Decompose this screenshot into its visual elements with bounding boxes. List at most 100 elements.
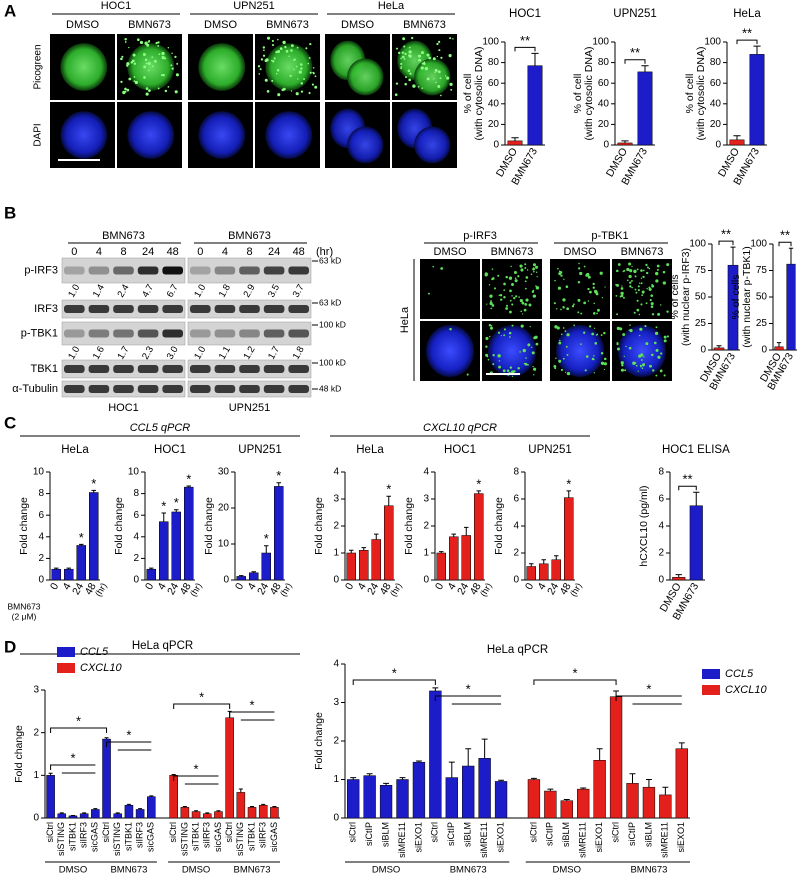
foci [628, 262, 632, 266]
foci [634, 288, 637, 291]
foci [145, 62, 148, 65]
x-tick-label: siTBK1 [67, 822, 77, 851]
foci [560, 308, 562, 311]
x-tick-label: 0 [233, 581, 246, 592]
panel-label: C [4, 413, 16, 432]
nucleus [618, 325, 666, 377]
foci [439, 77, 442, 80]
y-tick-label: 0 [423, 575, 429, 586]
x-unit: (hr) [188, 581, 204, 598]
foci [615, 283, 618, 286]
foci [262, 54, 266, 57]
foci [535, 265, 539, 269]
foci [616, 326, 621, 331]
error-bar [788, 247, 794, 265]
foci [601, 296, 604, 299]
y-tick-label: 100 [689, 239, 706, 250]
x-tick-label: siCtrl [101, 822, 111, 843]
significance: ** [682, 472, 692, 487]
foci [157, 44, 160, 47]
band [239, 365, 260, 373]
protein-label: p-TBK1 [21, 327, 58, 339]
foci [603, 368, 606, 371]
x-tick-label: 24 [545, 581, 561, 597]
y-tick-label: 0 [223, 575, 229, 586]
x-tick-label: 4 [245, 581, 258, 592]
bar [236, 576, 246, 581]
error-bar [186, 485, 191, 488]
error-bar [554, 555, 559, 560]
legend-label: CCL5 [725, 668, 754, 680]
foci [167, 47, 170, 49]
error-bar [216, 810, 221, 812]
foci [151, 56, 154, 59]
foci [628, 274, 632, 279]
foci [600, 361, 605, 365]
treatment-label: BMN673 [128, 19, 171, 31]
foci [587, 275, 591, 279]
band [88, 385, 110, 393]
y-tick-label: 0 [38, 575, 44, 586]
foci [555, 308, 558, 310]
quantification: 1.8 [217, 283, 233, 300]
error-bar [386, 495, 391, 506]
foci [489, 301, 493, 306]
significance: * [646, 681, 651, 696]
x-tick-label: sicGAS [90, 822, 100, 852]
bracket [624, 59, 646, 64]
bracket [736, 39, 758, 45]
bracket [514, 46, 536, 52]
foci [409, 72, 412, 75]
foci [171, 52, 173, 55]
y-axis-label: % of cell [462, 74, 474, 114]
foci [514, 279, 518, 283]
group-header: CXCL10 qPCR [423, 422, 497, 434]
foci [639, 364, 642, 367]
band [263, 305, 285, 313]
error-bar [104, 737, 109, 740]
y-tick-label: 30 [218, 467, 230, 478]
band [214, 329, 236, 338]
foci [293, 68, 295, 71]
y-tick-label: 8 [133, 488, 139, 499]
band [88, 305, 110, 313]
y-axis-label: Fold change [493, 497, 505, 555]
foci [635, 364, 638, 367]
nucleus [347, 58, 384, 96]
band [239, 329, 260, 338]
foci [517, 366, 520, 370]
foci [446, 76, 450, 80]
foci [577, 298, 581, 302]
error-bar [250, 805, 255, 808]
error-bar [349, 549, 354, 553]
foci [485, 336, 489, 341]
y-tick-label: 100 [704, 37, 721, 48]
foci [505, 275, 508, 279]
foci [432, 57, 436, 61]
band [288, 266, 309, 275]
foci [152, 65, 154, 68]
error-bar [149, 567, 154, 570]
foci [519, 351, 521, 353]
foci [571, 305, 575, 308]
foci [131, 59, 135, 63]
error-bar [161, 512, 166, 522]
foci [562, 298, 566, 302]
band [190, 365, 211, 373]
x-tick-label: 48 [83, 581, 99, 597]
foci [271, 39, 274, 43]
band [162, 385, 183, 393]
error-bar [59, 812, 64, 814]
bracket [50, 727, 108, 733]
foci [629, 269, 633, 273]
band [113, 385, 134, 393]
band [263, 385, 285, 393]
group-label: DMSO [182, 865, 211, 876]
error-bar [415, 760, 422, 763]
x-tick-label: siEXO1 [676, 822, 686, 853]
foci [449, 37, 452, 40]
foci [314, 85, 318, 89]
nucleus [414, 58, 451, 96]
foci [290, 49, 293, 52]
foci [497, 331, 501, 334]
